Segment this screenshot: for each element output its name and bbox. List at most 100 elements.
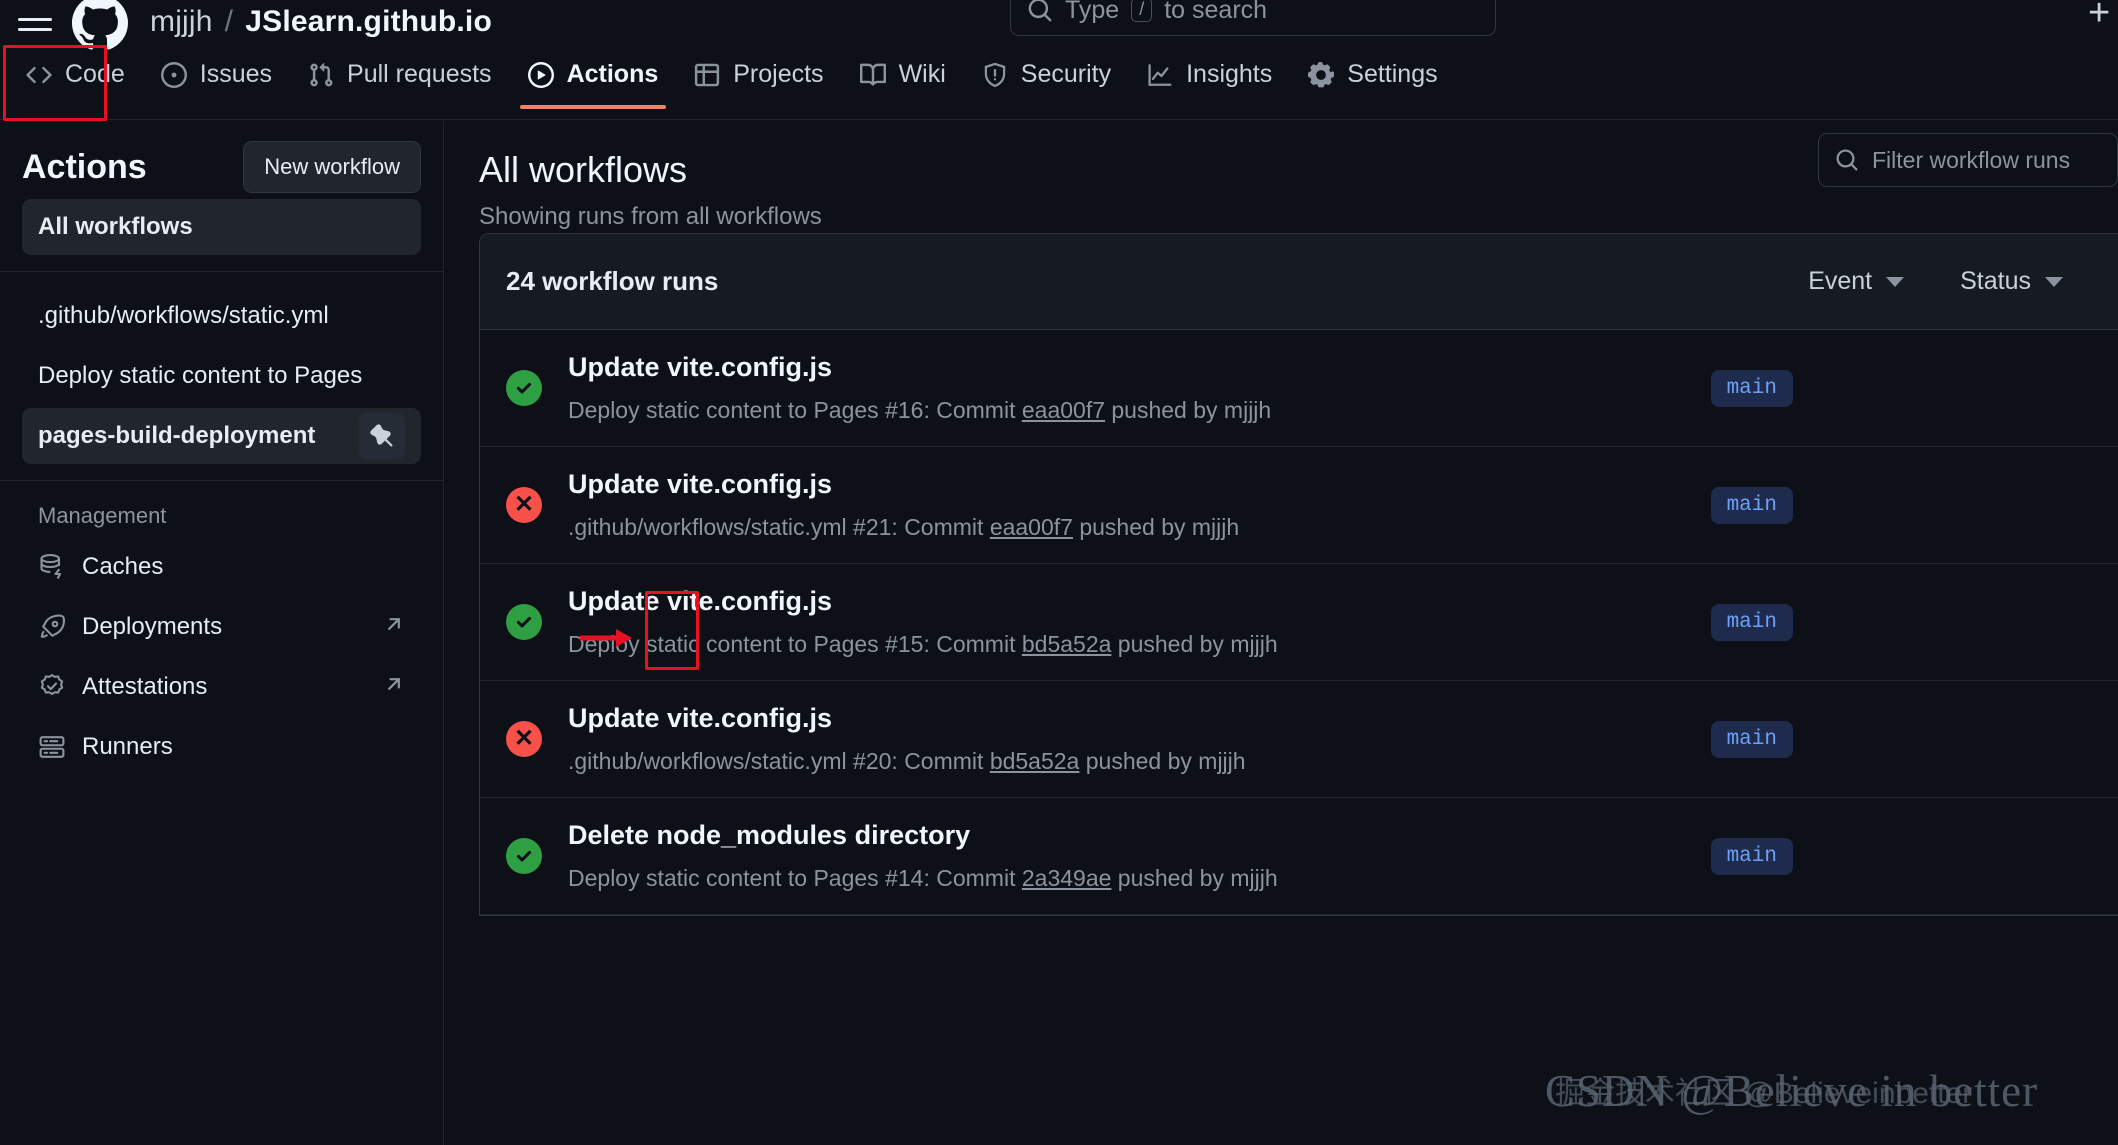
search-slash-key: / bbox=[1131, 0, 1153, 22]
sidebar-item-all-workflows[interactable]: All workflows bbox=[22, 199, 421, 255]
sidebar-item-deploy-static-content[interactable]: Deploy static content to Pages bbox=[22, 348, 421, 404]
run-number: #21 bbox=[853, 514, 892, 540]
table-row[interactable]: ✕ Update vite.config.js .github/workflow… bbox=[480, 447, 2118, 564]
run-status bbox=[506, 838, 568, 874]
run-commit-prefix: Commit bbox=[936, 397, 1016, 423]
watermark-secondary: 掘金技术社区 @Believeinbetter bbox=[1555, 1077, 1973, 1110]
sidebar-item-caches[interactable]: Caches bbox=[22, 539, 421, 595]
run-actor[interactable]: mjjjh bbox=[1191, 514, 1240, 540]
page-title: Actions bbox=[22, 147, 147, 186]
sidebar-header: Actions New workflow bbox=[22, 121, 421, 199]
sidebar-section-management-label: Management bbox=[38, 503, 167, 528]
commit-sha-link[interactable]: bd5a52a bbox=[989, 748, 1080, 774]
sidebar-item-attestations-label: Attestations bbox=[82, 673, 208, 700]
run-status bbox=[506, 370, 568, 406]
run-actor[interactable]: mjjjh bbox=[1230, 865, 1278, 891]
gear-icon bbox=[1308, 61, 1335, 87]
issue-opened-icon bbox=[160, 61, 187, 88]
run-pushed-by: pushed by bbox=[1085, 748, 1192, 774]
branch-badge[interactable]: main bbox=[1710, 720, 1793, 758]
sidebar-item-pages-build-deployment[interactable]: pages-build-deployment bbox=[22, 408, 421, 464]
red-arrow-icon bbox=[580, 629, 632, 647]
workflow-runs-filters: Event Status bbox=[1808, 267, 2093, 296]
event-filter-dropdown[interactable]: Event bbox=[1808, 267, 1905, 296]
sidebar-item-caches-label: Caches bbox=[82, 553, 164, 580]
run-number: #16 bbox=[885, 397, 924, 423]
commit-sha-link[interactable]: bd5a52a bbox=[1021, 631, 1112, 657]
check-circle-icon bbox=[506, 838, 542, 874]
run-status: ✕ bbox=[506, 721, 568, 757]
run-workflow-name: .github/workflows/static.yml bbox=[568, 514, 847, 540]
github-logo-icon[interactable] bbox=[72, 0, 128, 51]
run-number: #15 bbox=[885, 631, 924, 657]
search-input[interactable]: Type / to search bbox=[1010, 0, 1496, 36]
tab-projects[interactable]: Projects bbox=[676, 48, 841, 109]
tab-actions[interactable]: Actions bbox=[510, 48, 677, 109]
search-placeholder-suffix: to search bbox=[1164, 0, 1268, 24]
run-title-link[interactable]: Update vite.config.js bbox=[568, 586, 833, 616]
run-title-link[interactable]: Update vite.config.js bbox=[568, 703, 833, 733]
shield-icon bbox=[984, 62, 1006, 87]
branch-badge[interactable]: main bbox=[1710, 486, 1793, 524]
run-pushed-by: pushed by bbox=[1079, 514, 1186, 540]
run-body: Update vite.config.js Deploy static cont… bbox=[568, 586, 1711, 658]
run-title-link[interactable]: Update vite.config.js bbox=[568, 352, 833, 382]
run-body: Update vite.config.js .github/workflows/… bbox=[568, 703, 1711, 775]
tab-issues[interactable]: Issues bbox=[143, 48, 290, 109]
commit-sha-link[interactable]: 2a349ae bbox=[1021, 865, 1112, 891]
hamburger-icon[interactable] bbox=[8, 1, 62, 47]
chevron-down-icon-2 bbox=[2045, 276, 2063, 287]
sidebar-item-attestations[interactable]: Attestations bbox=[22, 659, 421, 715]
pin-icon[interactable] bbox=[359, 413, 405, 459]
sidebar-item-deployments[interactable]: Deployments bbox=[22, 599, 421, 655]
status-filter-label: Status bbox=[1960, 267, 2031, 295]
run-actor[interactable]: mjjjh bbox=[1230, 631, 1278, 657]
run-body: Update vite.config.js .github/workflows/… bbox=[568, 469, 1711, 541]
search-placeholder-text: Type bbox=[1065, 0, 1120, 24]
workflow-runs-panel: 24 workflow runs Event Status Upda bbox=[479, 233, 2118, 916]
commit-sha-link[interactable]: eaa00f7 bbox=[989, 514, 1073, 540]
tab-insights[interactable]: Insights bbox=[1129, 48, 1290, 109]
branch-badge[interactable]: main bbox=[1710, 837, 1793, 875]
run-actor[interactable]: mjjjh bbox=[1198, 748, 1246, 774]
breadcrumb-separator: / bbox=[224, 5, 234, 38]
tab-pull-requests[interactable]: Pull requests bbox=[290, 48, 510, 109]
branch-badge[interactable]: main bbox=[1710, 603, 1793, 641]
run-status: ✕ bbox=[506, 487, 568, 523]
sidebar-item-deploy-static-content-label: Deploy static content to Pages bbox=[38, 362, 363, 389]
tab-settings[interactable]: Settings bbox=[1290, 48, 1455, 109]
tab-security[interactable]: Security bbox=[964, 48, 1129, 109]
rocket-icon bbox=[40, 614, 65, 638]
status-filter-dropdown[interactable]: Status bbox=[1960, 267, 2063, 296]
table-row[interactable]: Delete node_modules directory Deploy sta… bbox=[480, 798, 2118, 915]
tab-wiki-label: Wiki bbox=[898, 60, 946, 88]
actions-sidebar: Actions New workflow All workflows .gith… bbox=[0, 121, 444, 1145]
tab-security-label: Security bbox=[1020, 60, 1112, 88]
chevron-down-icon bbox=[1886, 276, 1905, 287]
run-actor[interactable]: mjjjh bbox=[1223, 397, 1272, 423]
table-row[interactable]: Update vite.config.js Deploy static cont… bbox=[480, 330, 2118, 447]
database-icon bbox=[40, 554, 62, 580]
table-row[interactable]: Update vite.config.js Deploy static cont… bbox=[480, 564, 2118, 681]
tab-code[interactable]: Code bbox=[8, 48, 143, 109]
branch-badge[interactable]: main bbox=[1710, 369, 1793, 407]
tab-projects-label: Projects bbox=[733, 60, 824, 88]
repo-name-link[interactable]: JSlearn.github.io bbox=[245, 5, 492, 38]
tab-wiki[interactable]: Wiki bbox=[842, 48, 964, 109]
commit-sha-link[interactable]: eaa00f7 bbox=[1021, 397, 1105, 423]
create-new-button[interactable]: + bbox=[2088, 0, 2111, 34]
breadcrumb: mjjjh / JSlearn.github.io bbox=[150, 5, 492, 39]
sidebar-item-runners-label: Runners bbox=[82, 733, 173, 760]
external-link-icon bbox=[383, 613, 405, 642]
sidebar-item-runners[interactable]: Runners bbox=[22, 719, 421, 775]
repo-owner-link[interactable]: mjjjh bbox=[150, 5, 213, 38]
run-title-link[interactable]: Update vite.config.js bbox=[568, 469, 833, 499]
sidebar-item-pages-build-deployment-label: pages-build-deployment bbox=[38, 422, 316, 449]
sidebar-divider bbox=[0, 271, 443, 272]
table-row[interactable]: ✕ Update vite.config.js .github/workflow… bbox=[480, 681, 2118, 798]
sidebar-item-static-yml[interactable]: .github/workflows/static.yml bbox=[22, 288, 421, 344]
workflow-runs-header: 24 workflow runs Event Status bbox=[480, 234, 2118, 330]
filter-workflow-runs-input[interactable]: Filter workflow runs bbox=[1818, 133, 2118, 187]
new-workflow-button[interactable]: New workflow bbox=[243, 141, 421, 193]
run-title-link[interactable]: Delete node_modules directory bbox=[568, 820, 971, 850]
